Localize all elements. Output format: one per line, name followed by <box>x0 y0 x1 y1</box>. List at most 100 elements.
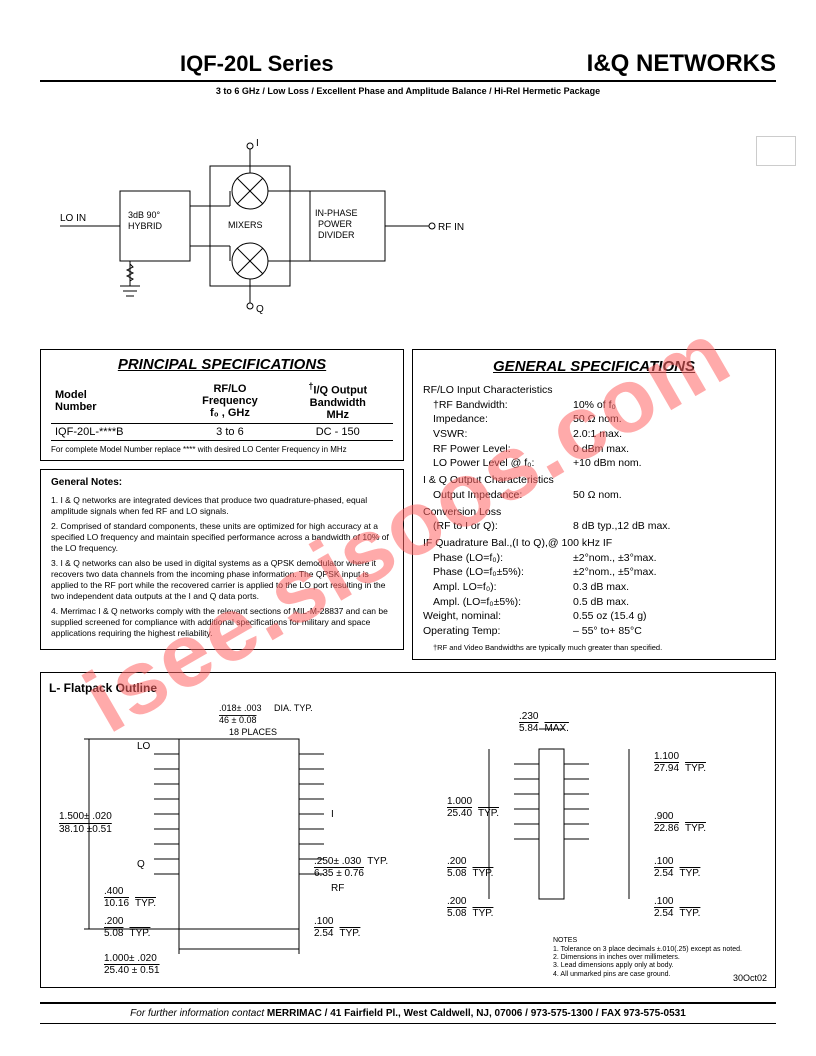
footer-text1: For further information contact <box>130 1008 267 1019</box>
thumbnail-icon <box>756 136 796 166</box>
vswr-v: 2.0:1 max. <box>573 427 765 442</box>
outline-left-svg: .018± .003DIA. TYP. 46 ± 0.08 18 PLACES … <box>49 699 409 979</box>
outline-box: L- Flatpack Outline <box>40 672 776 988</box>
subtitle: 3 to 6 GHz / Low Loss / Excellent Phase … <box>40 86 776 96</box>
mixers-label: MIXERS <box>228 220 263 230</box>
svg-text:5.84MAX.: 5.84MAX. <box>519 723 569 734</box>
phase1-l: Phase (LO=f₀): <box>423 551 573 566</box>
convloss-header: Conversion Loss <box>423 505 765 520</box>
phase1-v: ±2°nom., ±3°max. <box>573 551 765 566</box>
svg-text:22.86TYP.: 22.86TYP. <box>654 823 706 834</box>
ampl2-l: Ampl. (LO=f₀±5%): <box>423 595 573 610</box>
principal-note: For complete Model Number replace **** w… <box>51 445 393 454</box>
cell-freq: 3 to 6 <box>177 423 282 440</box>
ampl1-v: 0.3 dB max. <box>573 580 765 595</box>
rf-in-label: RF IN <box>438 222 464 233</box>
note-2: 2. Comprised of standard components, the… <box>51 521 393 554</box>
svg-text:.200: .200 <box>447 856 467 867</box>
svg-text:6.35 ± 0.76: 6.35 ± 0.76 <box>314 868 364 879</box>
ampl1-l: Ampl. LO=f₀): <box>423 580 573 595</box>
outline-note-3: 3. Lead dimensions apply only at body. <box>553 962 763 970</box>
general-notes-title: General Notes: <box>51 476 393 489</box>
rf-lo-header: RF/LO Input Characteristics <box>423 383 765 398</box>
svg-text:Q: Q <box>137 859 145 870</box>
imp-v: 50 Ω nom. <box>573 412 765 427</box>
outimp-v: 50 Ω nom. <box>573 488 765 503</box>
svg-text:2.54TYP.: 2.54TYP. <box>654 868 700 879</box>
rfpwr-v: 0 dBm max. <box>573 442 765 457</box>
block-diagram: LO IN 3dB 90°HYBRID MIXERS IN-PHASEPOWER… <box>60 136 776 319</box>
svg-text:.018± .003DIA. TYP.: .018± .003DIA. TYP. <box>219 703 313 713</box>
svg-text:.250± .030TYP.: .250± .030TYP. <box>314 856 388 867</box>
gen-footnote: †RF and Video Bandwidths are typically m… <box>423 643 765 654</box>
block-diagram-svg: LO IN 3dB 90°HYBRID MIXERS IN-PHASEPOWER… <box>60 136 480 316</box>
convloss-l: (RF to I or Q): <box>423 519 573 534</box>
svg-text:46 ± 0.08: 46 ± 0.08 <box>219 715 256 725</box>
svg-text:27.94TYP.: 27.94TYP. <box>654 763 706 774</box>
ifquad-header: IF Quadrature Bal.,(I to Q),@ 100 kHz IF <box>423 536 765 551</box>
phase2-l: Phase (LO=f₀±5%): <box>423 565 573 580</box>
general-specs-title: GENERAL SPECIFICATIONS <box>423 356 765 377</box>
outline-notes-title: NOTES <box>553 937 763 945</box>
svg-text:.900: .900 <box>654 811 674 822</box>
cell-model: IQF-20L-****B <box>51 423 177 440</box>
specs-row: PRINCIPAL SPECIFICATIONS ModelNumber RF/… <box>40 349 776 660</box>
rf-bw-l: †RF Bandwidth: <box>423 398 573 413</box>
footer-merrimac: MERRIMAC <box>267 1008 322 1019</box>
rfpwr-l: RF Power Level: <box>423 442 573 457</box>
svg-text:2.54TYP.: 2.54TYP. <box>654 908 700 919</box>
svg-text:25.40TYP.: 25.40TYP. <box>447 808 499 819</box>
imp-l: Impedance: <box>423 412 573 427</box>
svg-text:RF: RF <box>331 883 344 894</box>
note-1: 1. I & Q networks are integrated devices… <box>51 495 393 517</box>
convloss-v: 8 dB typ.,12 dB max. <box>573 519 765 534</box>
svg-text:.200: .200 <box>447 896 467 907</box>
ampl2-v: 0.5 dB max. <box>573 595 765 610</box>
svg-text:1.000± .020: 1.000± .020 <box>104 953 157 964</box>
series-title: IQF-20L Series <box>180 51 334 77</box>
outline-note-4: 4. All unmarked pins are case ground. <box>553 971 763 979</box>
principal-title: PRINCIPAL SPECIFICATIONS <box>51 356 393 373</box>
q-label: Q <box>256 304 264 315</box>
weight-v: 0.55 oz (15.4 g) <box>573 609 765 624</box>
svg-text:1.000: 1.000 <box>447 796 472 807</box>
svg-text:1.500± .020: 1.500± .020 <box>59 811 112 822</box>
outline-note-2: 2. Dimensions in inches over millimeters… <box>553 954 763 962</box>
svg-text:18 PLACES: 18 PLACES <box>229 727 277 737</box>
phase2-v: ±2°nom., ±5°max. <box>573 565 765 580</box>
weight-l: Weight, nominal: <box>423 609 573 624</box>
vswr-l: VSWR: <box>423 427 573 442</box>
col-bw: †I/Q OutputBandwidthMHz <box>283 379 393 423</box>
col-freq: RF/LOFrequencyf₀ , GHz <box>177 379 282 423</box>
date-stamp: 30Oct02 <box>733 973 767 983</box>
general-notes-box: General Notes: 1. I & Q networks are int… <box>40 469 404 651</box>
hybrid-label: 3dB 90°HYBRID <box>128 210 163 231</box>
principal-specs-box: PRINCIPAL SPECIFICATIONS ModelNumber RF/… <box>40 349 404 461</box>
svg-text:.400: .400 <box>104 886 124 897</box>
lopwr-v: +10 dBm nom. <box>573 456 765 471</box>
note-4: 4. Merrimac I & Q networks comply with t… <box>51 606 393 639</box>
general-specs-box: GENERAL SPECIFICATIONS RF/LO Input Chara… <box>412 349 776 660</box>
divider-label: IN-PHASEPOWERDIVIDER <box>315 208 358 240</box>
svg-text:5.08TYP.: 5.08TYP. <box>104 928 150 939</box>
rf-bw-v: 10% of f₀ <box>573 398 765 413</box>
footer-text2: / 41 Fairfield Pl., West Caldwell, NJ, 0… <box>322 1008 686 1019</box>
lo-in-label: LO IN <box>60 213 86 224</box>
svg-text:.100: .100 <box>654 896 674 907</box>
outline-note-1: 1. Tolerance on 3 place decimals ±.010(.… <box>553 946 763 954</box>
svg-text:5.08TYP.: 5.08TYP. <box>447 908 493 919</box>
svg-text:38.10 ±0.51: 38.10 ±0.51 <box>59 824 112 835</box>
optemp-l: Operating Temp: <box>423 624 573 639</box>
svg-text:5.08TYP.: 5.08TYP. <box>447 868 493 879</box>
cell-bw: DC - 150 <box>283 423 393 440</box>
outimp-l: Output Impedance: <box>423 488 573 503</box>
svg-text:.230: .230 <box>519 711 539 722</box>
footer: For further information contact MERRIMAC… <box>40 1002 776 1024</box>
optemp-v: – 55° to+ 85°C <box>573 624 765 639</box>
header: IQF-20L Series I&Q NETWORKS <box>40 50 776 82</box>
brand-title: I&Q NETWORKS <box>587 50 776 78</box>
svg-text:.200: .200 <box>104 916 124 927</box>
note-3: 3. I & Q networks can also be used in di… <box>51 558 393 602</box>
svg-text:LO: LO <box>137 741 151 752</box>
svg-text:2.54TYP.: 2.54TYP. <box>314 928 360 939</box>
